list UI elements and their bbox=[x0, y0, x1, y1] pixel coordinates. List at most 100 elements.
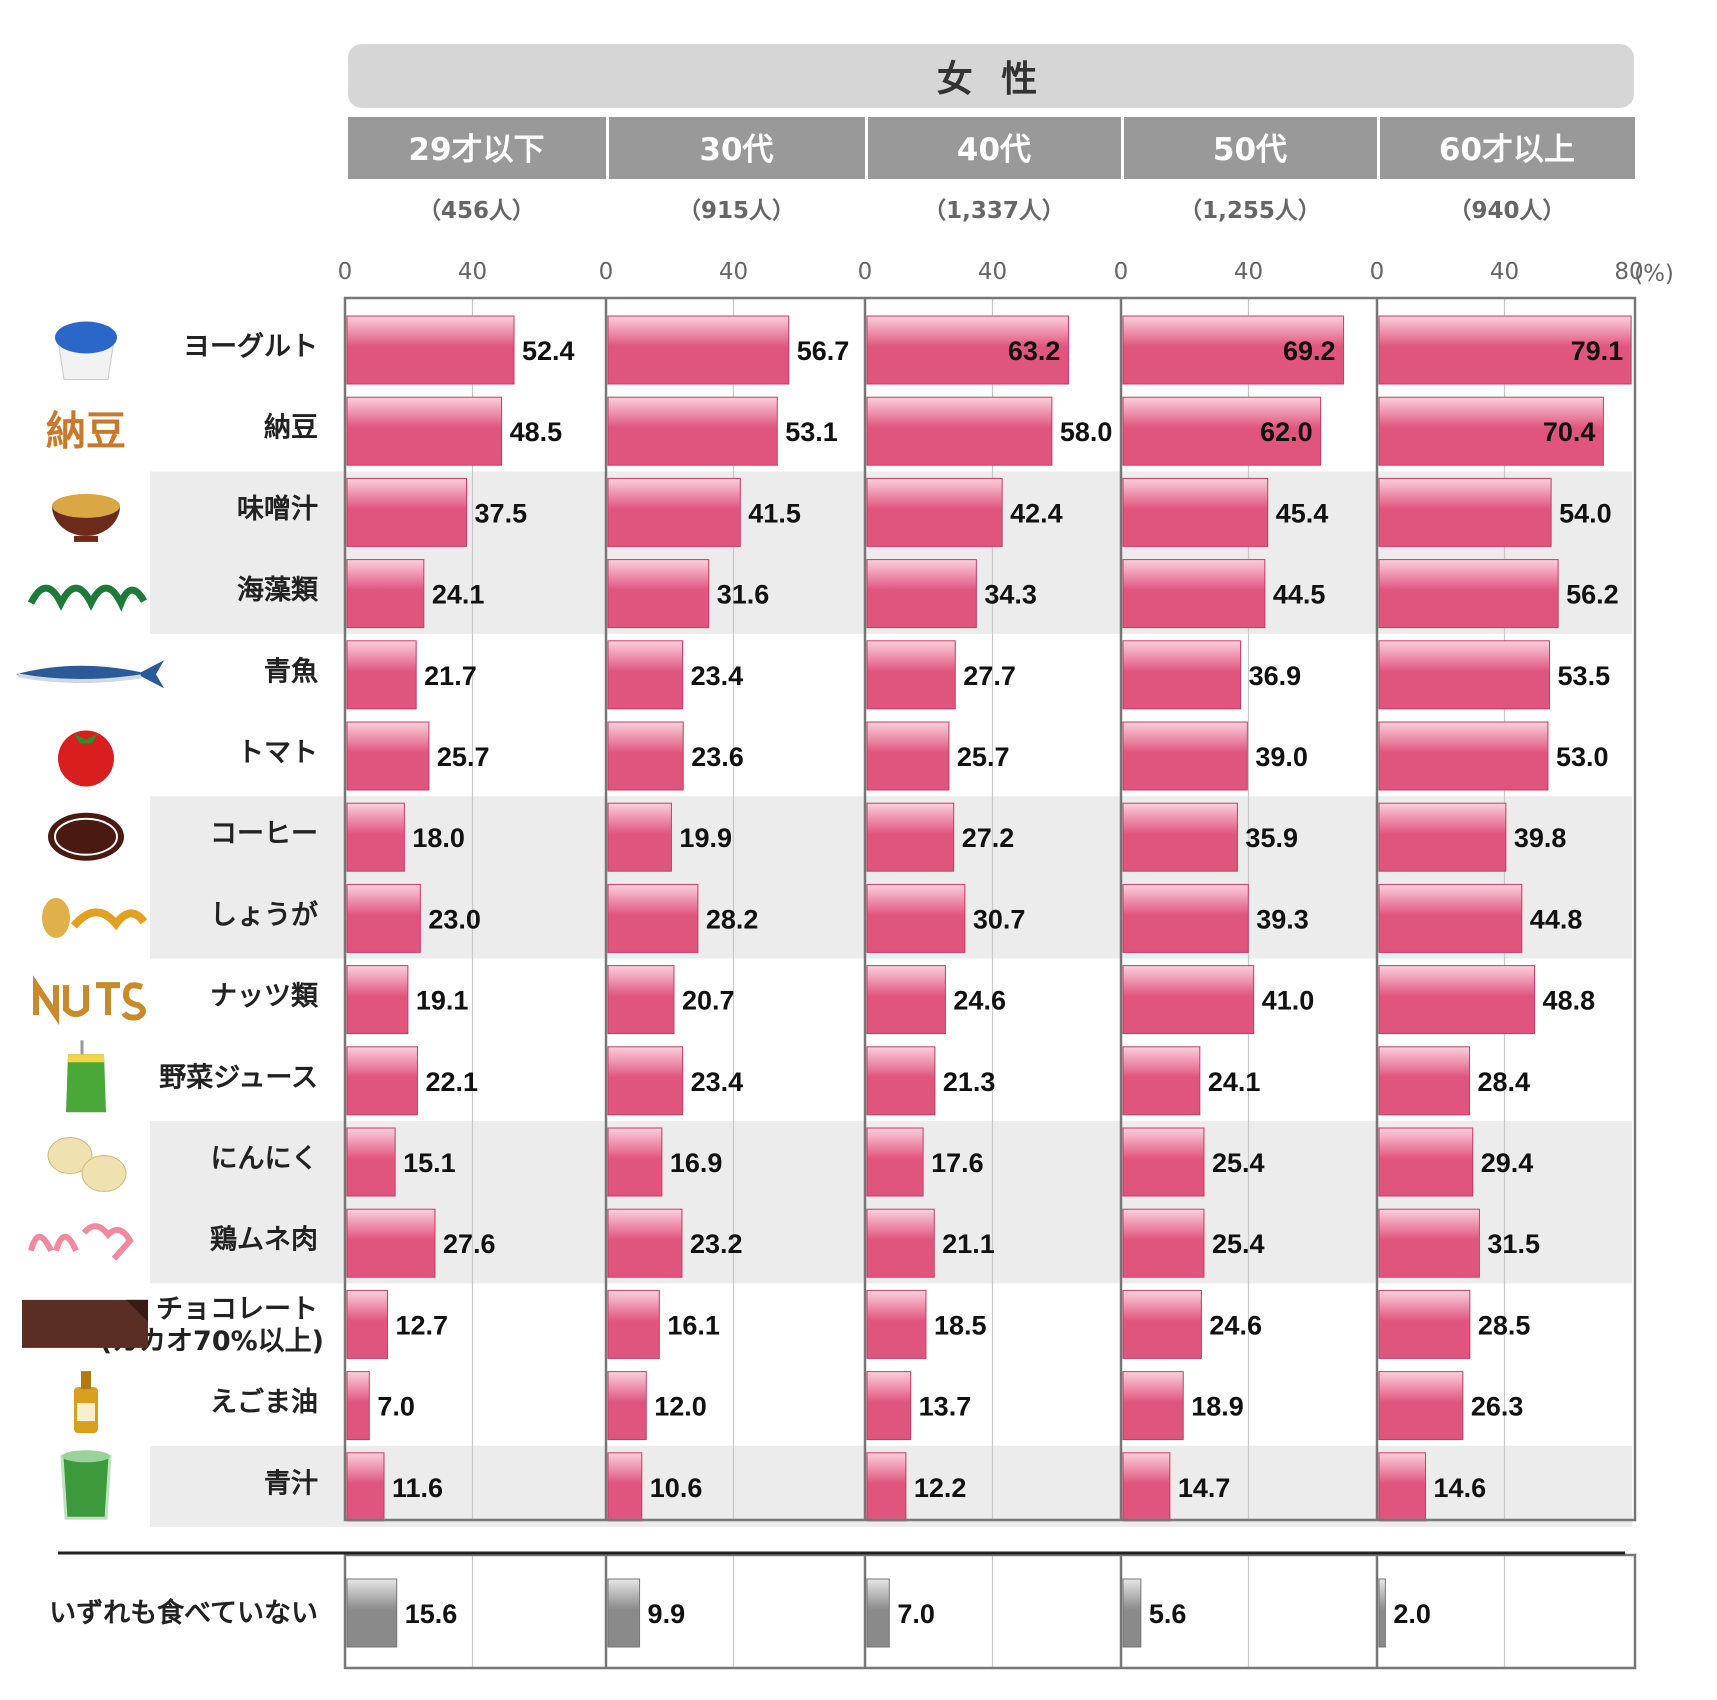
none-frame bbox=[343, 1553, 1637, 1670]
category-label-8: しょうが bbox=[210, 899, 318, 931]
bar-p3-r10 bbox=[866, 1046, 936, 1116]
bar-p3-r2 bbox=[866, 396, 1053, 466]
bar-p3-r15 bbox=[866, 1452, 907, 1522]
value-label-p1-r15: 11.6 bbox=[392, 1473, 443, 1503]
none-bar-p4 bbox=[1122, 1578, 1142, 1648]
bar-p2-r3 bbox=[607, 477, 741, 547]
value-label-p2-r4: 31.6 bbox=[717, 580, 770, 610]
value-label-p1-r9: 19.1 bbox=[416, 986, 469, 1016]
egoma-oil-icon bbox=[74, 1371, 98, 1434]
value-label-p2-r3: 41.5 bbox=[748, 498, 801, 528]
value-label-p3-r8: 30.7 bbox=[973, 904, 1026, 934]
panel-n-label-1: （456人） bbox=[418, 197, 535, 224]
svg-text:納豆: 納豆 bbox=[46, 409, 126, 455]
panel-header-2 bbox=[609, 117, 865, 179]
value-label-p4-r13: 24.6 bbox=[1209, 1310, 1262, 1340]
value-label-p4-r8: 39.3 bbox=[1256, 904, 1309, 934]
value-label-p3-r10: 21.3 bbox=[943, 1067, 996, 1097]
tick-label-2-40: 40 bbox=[719, 259, 748, 285]
natto-icon: 納豆 bbox=[46, 409, 126, 455]
value-label-p4-r3: 45.4 bbox=[1276, 498, 1329, 528]
value-label-p3-r4: 34.3 bbox=[984, 580, 1037, 610]
bar-p4-r6 bbox=[1122, 721, 1248, 791]
value-label-p3-r2: 58.0 bbox=[1060, 417, 1113, 447]
panel-header-5 bbox=[1380, 117, 1635, 179]
bar-p2-r4 bbox=[607, 559, 710, 629]
chocolate-icon bbox=[22, 1299, 148, 1348]
tick-label-1-0: 0 bbox=[338, 259, 353, 285]
bar-p1-r14 bbox=[346, 1371, 370, 1441]
bar-p1-r4 bbox=[346, 559, 425, 629]
value-label-p1-r14: 7.0 bbox=[377, 1392, 415, 1422]
category-label-7: コーヒー bbox=[210, 819, 318, 850]
value-label-p5-r11: 29.4 bbox=[1481, 1148, 1534, 1178]
bar-p2-r13 bbox=[607, 1289, 660, 1359]
value-label-p3-r3: 42.4 bbox=[1010, 498, 1063, 528]
value-label-p2-r6: 23.6 bbox=[691, 742, 744, 772]
bar-p3-r8 bbox=[866, 883, 966, 953]
group-title: 女 性 bbox=[937, 59, 1046, 100]
tick-label-80: 80 bbox=[1614, 259, 1643, 285]
bar-p2-r1 bbox=[607, 315, 790, 385]
bar-p2-r8 bbox=[607, 883, 699, 953]
bar-p2-r6 bbox=[607, 721, 684, 791]
bar-p3-r13 bbox=[866, 1289, 927, 1359]
value-label-p4-r11: 25.4 bbox=[1212, 1148, 1265, 1178]
bar-p4-r10 bbox=[1122, 1046, 1201, 1116]
value-label-p4-r6: 39.0 bbox=[1255, 742, 1308, 772]
none-value-label-p2: 9.9 bbox=[648, 1599, 686, 1629]
value-label-p2-r12: 23.2 bbox=[690, 1229, 743, 1259]
value-label-p3-r14: 13.7 bbox=[919, 1392, 972, 1422]
yogurt-icon bbox=[55, 321, 117, 380]
bar-p1-r12 bbox=[346, 1208, 436, 1278]
bar-p5-r9 bbox=[1378, 965, 1536, 1035]
bar-p1-r13 bbox=[346, 1289, 388, 1359]
bar-p4-r12 bbox=[1122, 1208, 1205, 1278]
bar-p5-r6 bbox=[1378, 721, 1549, 791]
bar-p1-r11 bbox=[346, 1127, 396, 1197]
none-value-label-p3: 7.0 bbox=[897, 1599, 935, 1629]
value-label-p5-r4: 56.2 bbox=[1566, 580, 1619, 610]
value-label-p3-r1: 63.2 bbox=[1008, 336, 1061, 366]
bar-p1-r6 bbox=[346, 721, 430, 791]
category-label-13: チョコレート bbox=[156, 1294, 318, 1325]
panel-n-label-2: （915人） bbox=[678, 197, 795, 224]
panel-title-3: 40代 bbox=[957, 132, 1031, 168]
bar-p3-r5 bbox=[866, 640, 956, 710]
value-label-p1-r13: 12.7 bbox=[395, 1310, 448, 1340]
garlic-icon bbox=[47, 1137, 127, 1192]
tick-label-5-0: 0 bbox=[1370, 259, 1385, 285]
bar-p5-r15 bbox=[1378, 1452, 1427, 1522]
bar-p5-r8 bbox=[1378, 883, 1523, 953]
category-label-15: 青汁 bbox=[264, 1468, 318, 1499]
bar-p3-r3 bbox=[866, 477, 1003, 547]
bar-p5-r14 bbox=[1378, 1371, 1464, 1441]
bar-p4-r14 bbox=[1122, 1371, 1184, 1441]
bar-p2-r9 bbox=[607, 965, 675, 1035]
bar-p1-r7 bbox=[346, 802, 405, 872]
category-label-5: 青魚 bbox=[264, 655, 318, 687]
bar-p2-r14 bbox=[607, 1371, 647, 1441]
value-label-p2-r8: 28.2 bbox=[706, 904, 759, 934]
panel-header-3 bbox=[868, 117, 1121, 179]
value-label-p5-r15: 14.6 bbox=[1434, 1473, 1487, 1503]
value-label-p4-r10: 24.1 bbox=[1208, 1067, 1261, 1097]
value-label-p4-r9: 41.0 bbox=[1262, 986, 1315, 1016]
value-label-p1-r11: 15.1 bbox=[403, 1148, 456, 1178]
bar-p5-r11 bbox=[1378, 1127, 1474, 1197]
bar-p5-r12 bbox=[1378, 1208, 1480, 1278]
category-label-1: ヨーグルト bbox=[183, 331, 318, 363]
bar-p1-r2 bbox=[346, 396, 503, 466]
value-label-p3-r9: 24.6 bbox=[953, 986, 1006, 1016]
tick-label-4-0: 0 bbox=[1114, 259, 1129, 285]
value-label-p4-r5: 36.9 bbox=[1249, 661, 1302, 691]
value-label-p2-r11: 16.9 bbox=[670, 1148, 723, 1178]
panel-title-1: 29才以下 bbox=[408, 132, 544, 168]
value-label-p4-r2: 62.0 bbox=[1260, 417, 1313, 447]
value-label-p2-r9: 20.7 bbox=[682, 986, 735, 1016]
value-label-p3-r13: 18.5 bbox=[934, 1310, 987, 1340]
bar-p5-r2 bbox=[1378, 396, 1604, 466]
panel-header-right-cap bbox=[1604, 117, 1634, 179]
vegetable-juice-icon bbox=[66, 1040, 106, 1113]
seaweed-icon bbox=[27, 584, 148, 612]
